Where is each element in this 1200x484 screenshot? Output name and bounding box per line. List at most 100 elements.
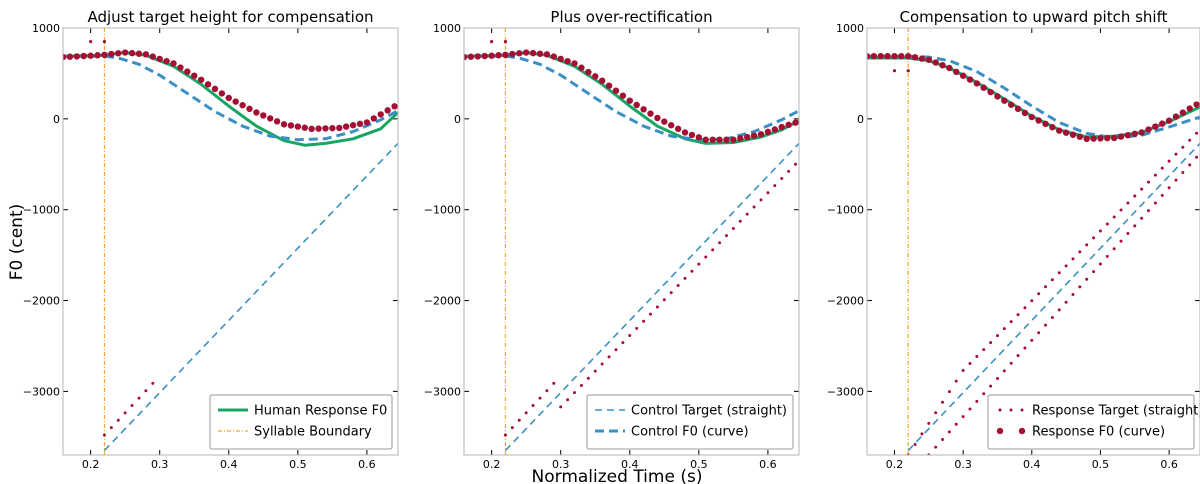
legend-entry-label: Response F0 (curve) [1032,425,1165,440]
response-target-point [1044,323,1048,327]
response-f0-point [218,90,226,97]
response-target-point [1105,254,1109,258]
response-target-point [711,248,715,252]
response-target-point [1078,250,1082,254]
y-tick-label: −2000 [827,295,864,308]
response-f0-point [1056,127,1063,134]
response-f0-point [287,122,295,129]
response-target-point [1119,208,1123,212]
response-f0-point [315,125,322,132]
response-target-point [995,334,999,338]
chart-panel-3: Compensation to upward pitch shift 0.2 0.3… [827,8,1200,471]
response-target-point [545,389,549,393]
response-f0-point [280,121,288,128]
response-f0-point [301,124,308,131]
response-target-point [906,69,910,73]
response-f0-point [585,68,592,76]
response-f0-point [467,53,475,60]
response-target-point [510,426,514,430]
legend-entry-label: Response Target (straight) [1032,404,1200,419]
response-target-point [1064,300,1068,304]
response-target-point [123,411,127,415]
response-f0-point [953,68,960,76]
response-f0-point [1145,126,1152,133]
response-target-point [690,269,694,273]
response-target-point [1153,173,1157,177]
legend-box [586,394,794,450]
response-f0-point [557,55,564,63]
response-f0-point [543,51,551,58]
legend: Control Target (straight) Control F0 (cur… [586,394,794,450]
response-target-point [1133,194,1137,198]
response-f0-point [135,50,143,57]
response-f0-point [1110,134,1118,142]
response-target-point [913,442,917,446]
response-f0-point [163,57,170,65]
response-f0-point [959,72,967,79]
legend-response-target-swatch [998,408,1002,412]
response-f0-point [128,49,136,57]
response-f0-point [867,52,871,60]
y-tick-label: −3000 [827,385,864,398]
response-target-point [1126,201,1130,205]
legend-response-target-swatch [1009,408,1013,412]
response-f0-point [273,118,281,125]
response-f0-point [709,136,716,143]
response-f0-point [156,55,163,63]
response-target-point [975,399,979,403]
response-target-point [1044,285,1048,289]
response-f0-point [94,52,101,59]
response-f0-point [363,119,371,126]
response-f0-point [681,129,689,136]
response-target-point [1057,308,1061,312]
response-f0-point [1193,101,1200,108]
response-f0-point [260,112,267,119]
response-target-point [1064,264,1068,268]
response-f0-point [674,125,682,133]
response-f0-point [101,51,108,59]
response-target-point [1167,159,1171,163]
response-target-point [538,396,542,400]
response-target-point [1002,327,1006,331]
response-target-point [1016,354,1020,358]
response-target-point [1050,315,1054,319]
plot-area [464,28,799,455]
y-tick-label: −1000 [23,204,60,217]
response-f0-point [592,73,599,80]
response-target-point [559,405,563,409]
response-f0-point [322,125,329,132]
response-target-point [490,40,494,44]
response-f0-point [184,68,191,75]
response-f0-point [232,98,239,105]
response-target-point [1078,285,1082,289]
y-tick-label: 0 [454,113,461,126]
response-f0-point [605,82,613,89]
response-f0-point [253,109,260,116]
response-target-point [982,392,986,396]
response-target-point [531,403,535,407]
response-target-point [1071,293,1075,297]
response-f0-point [308,125,315,133]
response-f0-point [356,120,364,128]
response-f0-point [108,50,115,58]
response-target-point [1153,201,1157,205]
legend-response-f0-swatch [1018,427,1026,435]
response-f0-point [1165,117,1173,124]
x-tick-label: 0.5 [1092,458,1110,471]
response-target-point [1140,187,1144,191]
response-target-point [1030,338,1034,342]
response-f0-point [481,52,488,60]
response-target-point [600,362,604,366]
response-target-point [1085,277,1089,281]
response-target-point [941,438,945,442]
y-tick-label: −1000 [424,204,461,217]
response-f0-point [225,94,232,102]
response-target-point [1167,186,1171,190]
response-f0-point [488,52,495,59]
chart-title: Compensation to upward pitch shift [899,8,1167,26]
plot-area [63,28,398,455]
response-f0-point [757,131,765,138]
response-target-point [1057,271,1061,275]
response-target-point [1009,320,1013,324]
x-tick-label: 0.4 [1023,458,1041,471]
